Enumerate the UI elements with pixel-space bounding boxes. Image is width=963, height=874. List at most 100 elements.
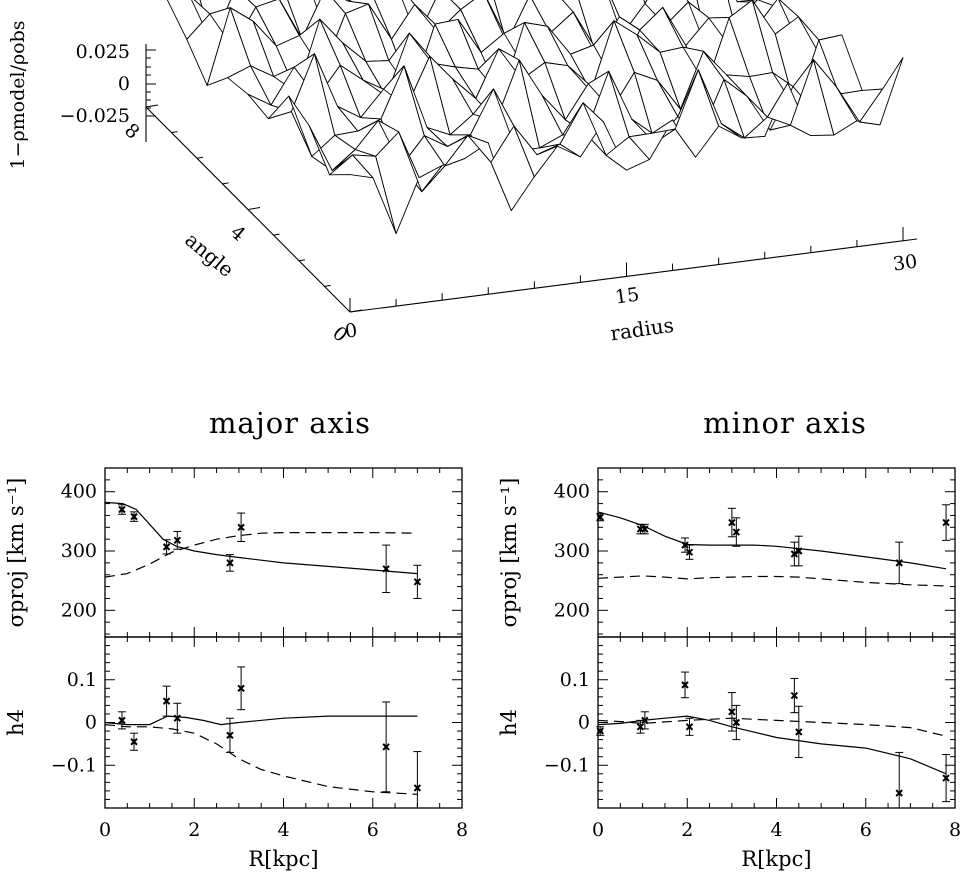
y-tick-label: 0.1 — [67, 669, 97, 691]
y-axis-label: σproj [km s⁻¹] — [4, 478, 28, 628]
data-point — [225, 717, 234, 753]
panel-frame — [597, 467, 956, 638]
x-tick-label: 4 — [770, 819, 782, 841]
y-tick-label: 300 — [554, 540, 590, 562]
data-point — [790, 677, 799, 714]
surface-radius-axis — [349, 238, 918, 313]
data-point — [162, 539, 171, 555]
major-axis-h4-panel: 0.1 0 −0.1 0 2 4 6 8 R[kpc] h4 — [4, 636, 468, 871]
y-tick-label: 0.1 — [560, 669, 590, 691]
data-point — [382, 544, 391, 594]
surface-axes — [145, 44, 918, 313]
data-point — [685, 544, 694, 560]
minor-axis-title: minor axis — [703, 406, 867, 440]
surface-z-axis-label: 1−ρmodel/ρobs — [7, 20, 29, 169]
data-point — [727, 507, 736, 538]
data-point — [162, 685, 171, 717]
surface-plot: 1−ρmodel/ρobs 0.025 0 −0.025 angle 0 4 8… — [7, 0, 919, 347]
data-point — [237, 512, 246, 543]
data-point — [640, 711, 649, 730]
x-tick-label: 6 — [367, 819, 379, 841]
surface-angle-tick — [196, 156, 204, 159]
data-point — [942, 754, 951, 803]
y-tick-label: 0 — [578, 712, 590, 734]
data-point — [727, 692, 736, 732]
surface-z-tick-label: 0 — [118, 73, 130, 95]
data-point — [640, 523, 649, 535]
y-tick-label: 300 — [61, 540, 97, 562]
x-tick-label: 4 — [277, 819, 289, 841]
model-solid-line — [597, 715, 947, 775]
surface-angle-tick — [145, 104, 159, 108]
y-tick-label: 200 — [61, 599, 97, 621]
x-tick-label: 0 — [99, 819, 111, 841]
surface-z-tick-label: 0.025 — [76, 41, 130, 63]
data-point — [173, 702, 182, 734]
surface-angle-tick — [222, 182, 229, 185]
surface-radius-axis-label: radius — [609, 313, 676, 346]
data-point — [413, 564, 422, 599]
data-point — [732, 704, 741, 741]
x-axis-label: R[kpc] — [248, 847, 318, 871]
model-dashed-line — [597, 575, 947, 587]
surface-angle-tick — [298, 259, 306, 262]
model-dashed-line — [597, 717, 947, 737]
y-tick-label: −0.1 — [544, 754, 590, 776]
x-tick-label: 6 — [860, 819, 872, 841]
data-point — [895, 751, 904, 809]
surface-facet — [859, 57, 904, 126]
data-point — [413, 751, 422, 809]
data-point — [225, 554, 234, 572]
y-tick-label: −0.1 — [51, 754, 97, 776]
surface-radius-tick-label: 30 — [892, 250, 919, 275]
x-tick-label: 8 — [949, 819, 961, 841]
surface-radius-tick-label: 15 — [614, 283, 641, 308]
surface-facet — [450, 0, 475, 10]
data-point — [685, 717, 694, 736]
model-dashed-line — [104, 724, 418, 795]
surface-angle-tick — [324, 284, 331, 287]
y-tick-label: 200 — [554, 599, 590, 621]
data-point — [382, 701, 391, 793]
data-point — [237, 666, 246, 711]
surface-angle-tick — [349, 309, 363, 313]
panel-frame — [104, 636, 463, 809]
y-tick-label: 0 — [85, 712, 97, 734]
data-point — [942, 504, 951, 541]
data-point — [794, 535, 803, 567]
model-solid-line — [104, 501, 418, 575]
x-tick-label: 0 — [592, 819, 604, 841]
data-point — [596, 513, 605, 522]
data-point — [173, 530, 182, 550]
model-solid-line — [597, 511, 947, 570]
x-tick-label: 2 — [188, 819, 200, 841]
surface-z-tick-label: −0.025 — [60, 105, 130, 127]
data-point — [895, 541, 904, 585]
data-point — [790, 541, 799, 567]
surface-angle-tick — [247, 207, 261, 210]
model-dashed-line — [104, 532, 418, 578]
data-point — [117, 711, 126, 730]
data-point — [732, 517, 741, 547]
data-point — [681, 537, 690, 553]
major-axis-sigma-panel: 200 300 400 σproj [km s⁻¹] — [4, 467, 463, 638]
surface-angle-tick-label: 4 — [226, 221, 249, 246]
data-point — [596, 726, 605, 736]
surface-angle-tick — [273, 233, 280, 236]
y-axis-label: σproj [km s⁻¹] — [497, 478, 521, 628]
panel-frame — [104, 467, 463, 638]
data-point — [681, 671, 690, 699]
data-point — [130, 732, 139, 751]
y-axis-label: h4 — [4, 709, 28, 736]
data-point — [117, 504, 126, 515]
data-point — [794, 705, 803, 759]
minor-axis-h4-panel: 0.1 0 −0.1 0 2 4 6 8 R[kpc] h4 — [497, 636, 961, 871]
y-axis-label: h4 — [497, 709, 521, 736]
y-tick-label: 400 — [61, 481, 97, 503]
data-point — [130, 511, 139, 522]
model-solid-line — [104, 715, 418, 726]
minor-axis-sigma-panel: 200 300 400 σproj [km s⁻¹] — [497, 467, 956, 638]
surface-mesh — [166, 0, 904, 235]
y-tick-label: 400 — [554, 481, 590, 503]
